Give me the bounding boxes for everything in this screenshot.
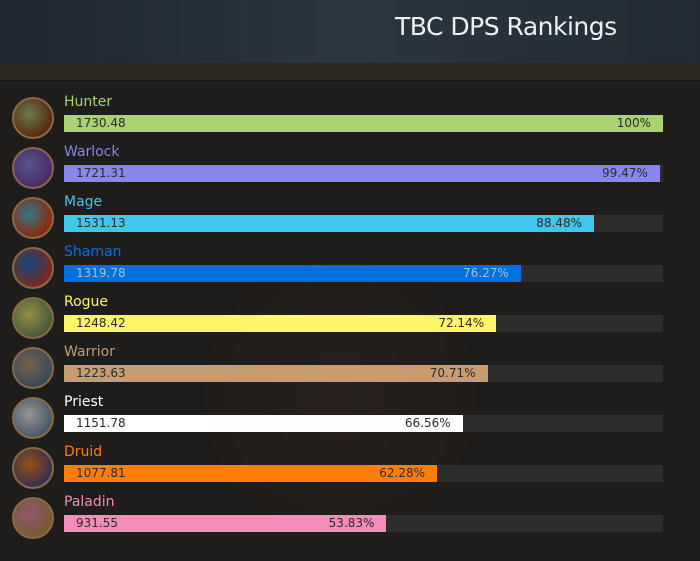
bar-track: 1223.63 70.71% — [64, 365, 663, 382]
class-label: Hunter — [64, 94, 113, 110]
ranking-row: Warlock 1721.31 99.47% — [0, 144, 700, 199]
bar-track: 1248.42 72.14% — [64, 315, 663, 332]
warrior-class-icon — [12, 347, 54, 389]
page-title: TBC DPS Rankings — [395, 12, 617, 41]
class-label: Mage — [64, 194, 103, 210]
header-divider — [0, 63, 700, 81]
paladin-class-icon — [12, 497, 54, 539]
percent-label: 76.27% — [463, 266, 509, 280]
bar-shaman: 1319.78 76.27% — [64, 265, 521, 282]
priest-class-icon — [12, 397, 54, 439]
dps-value: 1248.42 — [76, 316, 126, 330]
percent-label: 62.28% — [379, 466, 426, 480]
class-label: Rogue — [64, 294, 109, 310]
class-label: Druid — [64, 444, 103, 460]
bar-priest: 1151.78 66.56% — [64, 415, 463, 432]
dps-value: 1077.81 — [76, 466, 126, 480]
ranking-row: Mage 1531.13 88.48% — [0, 194, 700, 249]
bar-track: 1730.48 100% — [64, 115, 663, 132]
percent-label: 53.83% — [328, 516, 375, 530]
class-label: Warlock — [64, 144, 120, 160]
bar-rogue: 1248.42 72.14% — [64, 315, 497, 332]
ranking-row: Priest 1151.78 66.56% — [0, 394, 700, 449]
percent-label: 70.71% — [429, 366, 476, 380]
druid-class-icon — [12, 447, 54, 489]
percent-label: 66.56% — [404, 416, 451, 430]
class-label: Priest — [64, 394, 104, 410]
mage-class-icon — [12, 197, 54, 239]
bar-track: 1151.78 66.56% — [64, 415, 663, 432]
class-label: Paladin — [64, 494, 115, 510]
bar-track: 1319.78 76.27% — [64, 265, 663, 282]
dps-value: 1319.78 — [76, 266, 126, 280]
dps-value: 1531.13 — [76, 216, 126, 230]
ranking-row: Rogue 1248.42 72.14% — [0, 294, 700, 349]
percent-label: 99.47% — [602, 166, 648, 180]
bar-track: 931.55 53.83% — [64, 515, 663, 532]
bar-warlock: 1721.31 99.47% — [64, 165, 660, 182]
class-label: Shaman — [64, 244, 122, 260]
bar-track: 1531.13 88.48% — [64, 215, 663, 232]
dps-value: 1223.63 — [76, 366, 126, 380]
bar-track: 1721.31 99.47% — [64, 165, 663, 182]
bar-paladin: 931.55 53.83% — [64, 515, 387, 532]
ranking-row: Druid 1077.81 62.28% — [0, 444, 700, 499]
ranking-row: Paladin 931.55 53.83% — [0, 494, 700, 549]
bar-druid: 1077.81 62.28% — [64, 465, 438, 482]
watermark-logo — [205, 261, 475, 531]
percent-label: 100% — [616, 116, 651, 130]
class-label: Warrior — [64, 344, 116, 360]
bar-mage: 1531.13 88.48% — [64, 215, 594, 232]
percent-label: 72.14% — [438, 316, 485, 330]
hunter-class-icon — [12, 97, 54, 139]
bar-hunter: 1730.48 100% — [64, 115, 663, 132]
percent-label: 88.48% — [536, 216, 582, 230]
dps-value: 1730.48 — [76, 116, 126, 130]
bar-warrior: 1223.63 70.71% — [64, 365, 488, 382]
dps-value: 1151.78 — [76, 416, 126, 430]
ranking-row: Hunter 1730.48 100% — [0, 94, 700, 149]
bar-track: 1077.81 62.28% — [64, 465, 663, 482]
dps-value: 931.55 — [76, 516, 118, 530]
dps-value: 1721.31 — [76, 166, 126, 180]
shaman-class-icon — [12, 247, 54, 289]
ranking-row: Shaman 1319.78 76.27% — [0, 244, 700, 299]
rogue-class-icon — [12, 297, 54, 339]
header-banner: TBC DPS Rankings — [0, 0, 700, 63]
warlock-class-icon — [12, 147, 54, 189]
ranking-row: Warrior 1223.63 70.71% — [0, 344, 700, 399]
